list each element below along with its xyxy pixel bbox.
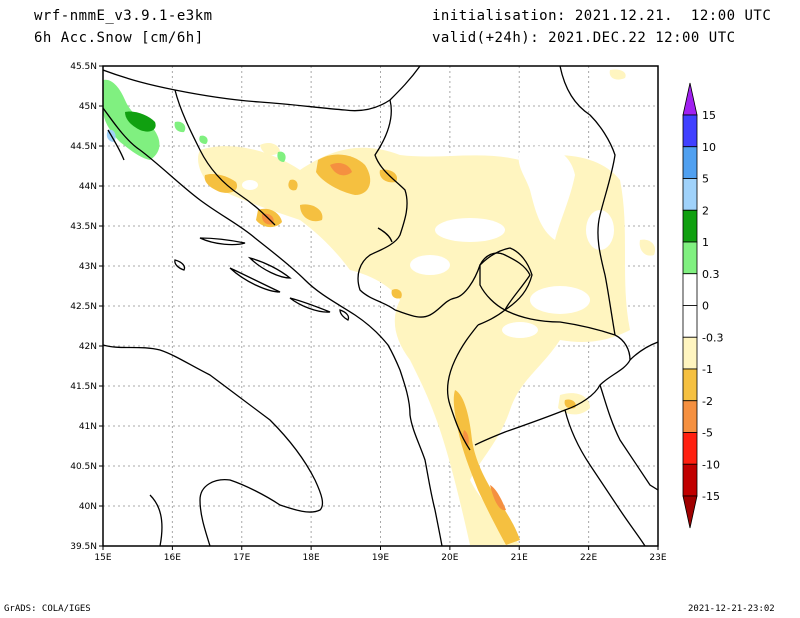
field-title: 6h Acc.Snow [cm/6h] — [34, 30, 204, 46]
lat-tick-label: 41.5N — [70, 382, 97, 392]
longitude-labels: 15E 16E 17E 18E 19E 20E 21E 22E 23E — [94, 546, 667, 563]
lon-tick-label: 21E — [511, 553, 528, 563]
init-time: initialisation: 2021.12.21. 12:00 UTC — [432, 8, 772, 24]
colorbar-label: -10 — [702, 458, 720, 471]
lat-tick-label: 44N — [79, 182, 97, 192]
lat-tick-label: 40.5N — [70, 462, 97, 472]
colorbar: 15 10 5 2 1 0.3 0 -0.3 -1 -2 -5 -10 -15 — [682, 82, 723, 529]
footer-software: GrADS: COLA/IGES — [4, 604, 91, 614]
colorbar-label: -5 — [702, 427, 713, 440]
lon-tick-label: 18E — [303, 553, 320, 563]
model-title: wrf-nmmE_v3.9.1-e3km — [34, 8, 213, 24]
lat-tick-label: 43N — [79, 262, 97, 272]
map-content — [103, 66, 658, 546]
lat-tick-label: 42.5N — [70, 302, 97, 312]
lat-tick-label: 42N — [79, 342, 97, 352]
colorbar-label: 10 — [702, 141, 716, 154]
colorbar-segment — [682, 241, 698, 275]
colorbar-segment — [682, 146, 698, 179]
colorbar-segment — [682, 368, 698, 402]
colorbar-bottom-arrow — [682, 495, 698, 529]
colorbar-segment — [682, 273, 698, 306]
valid-time: valid(+24h): 2021.DEC.22 12:00 UTC — [432, 30, 736, 46]
colorbar-label: 5 — [702, 173, 709, 186]
lon-tick-label: 22E — [580, 553, 597, 563]
colorbar-top-arrow — [682, 82, 698, 116]
colorbar-label: -15 — [702, 490, 720, 503]
footer-timestamp: 2021-12-21-23:02 — [688, 604, 775, 614]
lon-tick-label: 17E — [233, 553, 250, 563]
colorbar-label: -1 — [702, 363, 713, 376]
colorbar-label: 0 — [702, 300, 709, 313]
colorbar-segment — [682, 336, 698, 370]
lat-tick-label: 43.5N — [70, 222, 97, 232]
lat-tick-label: 39.5N — [70, 542, 97, 552]
colorbar-segment — [682, 178, 698, 211]
lon-tick-label: 19E — [372, 553, 389, 563]
colorbar-segment — [682, 463, 698, 497]
coastlines-borders — [103, 66, 658, 546]
snow-shading-heavy — [261, 162, 506, 511]
colorbar-segment — [682, 305, 698, 338]
lat-tick-label: 45N — [79, 102, 97, 112]
lat-tick-label: 45.5N — [70, 62, 97, 72]
lon-tick-label: 15E — [94, 553, 111, 563]
lat-tick-label: 41N — [79, 422, 97, 432]
colorbar-segment — [682, 400, 698, 433]
latitude-labels: 45.5N 45N 44.5N 44N 43.5N 43N 42.5N 42N 41.5N 41N… — [70, 62, 103, 552]
shading-gaps — [242, 180, 614, 338]
colorbar-label: 2 — [702, 204, 709, 217]
lat-tick-label: 44.5N — [70, 142, 97, 152]
colorbar-label: 15 — [702, 109, 716, 122]
colorbar-label: 1 — [702, 236, 709, 249]
colorbar-segment — [682, 209, 698, 243]
lon-tick-label: 16E — [164, 553, 181, 563]
lon-tick-label: 20E — [441, 553, 458, 563]
lat-tick-label: 40N — [79, 502, 97, 512]
colorbar-label: -2 — [702, 395, 713, 408]
colorbar-label: -0.3 — [702, 331, 723, 344]
colorbar-label: 0.3 — [702, 268, 720, 281]
lon-tick-label: 23E — [649, 553, 666, 563]
colorbar-segment — [682, 432, 698, 465]
colorbar-segment — [682, 114, 698, 148]
